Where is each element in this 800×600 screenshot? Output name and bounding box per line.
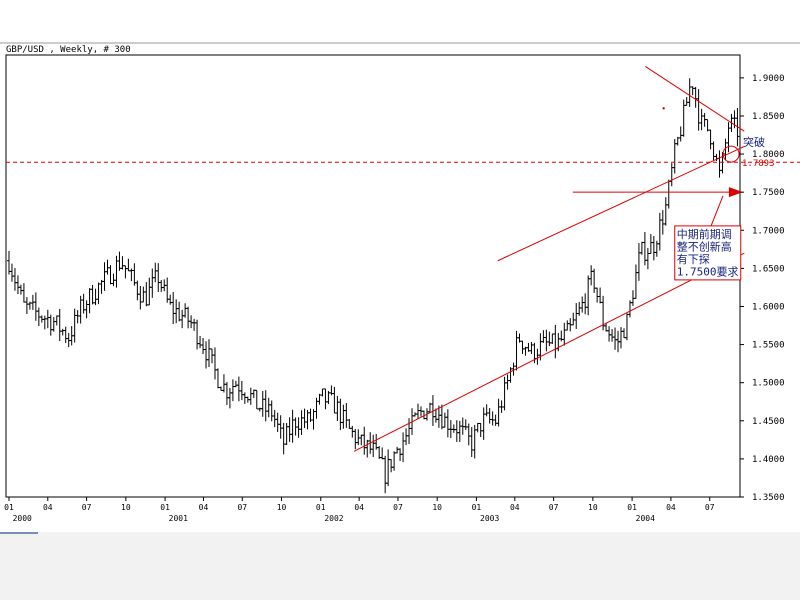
x-tick-label: 04 (354, 503, 364, 512)
note-line: 中期前期调 (677, 227, 732, 241)
note-line: 有下探 (677, 252, 710, 266)
x-tick-label: 04 (199, 503, 209, 512)
y-tick-label: 1.8500 (752, 112, 785, 122)
note-line: 1.7500要求 (677, 265, 739, 278)
y-tick-label: 1.6500 (752, 264, 785, 274)
x-tick-label: 04 (510, 503, 520, 512)
drawings: 1.7893 (6, 66, 800, 452)
bottom-band (0, 532, 800, 600)
x-tick-label: 01 (160, 503, 170, 512)
bottom-accent (0, 532, 38, 534)
note-box (674, 225, 742, 281)
y-tick-label: 1.5000 (752, 379, 785, 389)
top-band (0, 0, 800, 42)
trend-line-upper-channel (497, 145, 745, 262)
x-tick-label: 10 (277, 503, 287, 512)
y-axis: 1.9000 1.8500 1.8000 1.7500 1.7000 1.6500 1.60… (740, 74, 785, 503)
resistance-level-label: 1.7893 (742, 159, 775, 169)
x-year-label: 2001 (169, 514, 188, 523)
note-pointer-line (710, 195, 724, 227)
x-axis: 01 04 07 10 01 04 07 10 01 04 07 10 01 04 07 10 01 04 07 20… (4, 497, 715, 523)
y-tick-label: 1.5500 (752, 341, 785, 351)
trend-line-top-resistance (645, 66, 745, 132)
price-bars (6, 78, 740, 494)
y-tick-label: 1.7500 (752, 188, 785, 198)
x-tick-label: 01 (627, 503, 637, 512)
trend-line-lower-channel (353, 252, 745, 452)
y-tick-label: 1.9000 (752, 74, 785, 84)
x-tick-label: 07 (82, 503, 92, 512)
x-tick-label: 07 (237, 503, 247, 512)
x-tick-label: 07 (705, 503, 715, 512)
y-tick-label: 1.7000 (752, 226, 785, 236)
x-tick-label: 07 (549, 503, 559, 512)
x-tick-label: 01 (472, 503, 482, 512)
x-tick-label: 10 (432, 503, 442, 512)
x-tick-label: 07 (393, 503, 403, 512)
marker-dot (662, 107, 665, 110)
chart-title: GBP/USD , Weekly, # 300 (6, 45, 131, 55)
x-year-label: 2004 (636, 514, 655, 523)
x-tick-label: 04 (43, 503, 53, 512)
y-tick-label: 1.3500 (752, 493, 785, 503)
x-tick-label: 04 (666, 503, 676, 512)
breakout-circle (722, 145, 740, 163)
x-tick-label: 01 (316, 503, 326, 512)
x-year-label: 2002 (324, 514, 343, 523)
x-year-label: 2003 (480, 514, 499, 523)
x-tick-label: 01 (4, 503, 14, 512)
note-line: 整不创新高 (677, 239, 732, 253)
y-tick-label: 1.4000 (752, 455, 785, 465)
x-year-label: 2000 (13, 514, 32, 523)
y-tick-label: 1.6000 (752, 302, 785, 312)
x-tick-label: 10 (588, 503, 598, 512)
y-tick-label: 1.8000 (752, 150, 785, 160)
breakout-label: 突破 (743, 135, 765, 149)
x-tick-label: 10 (121, 503, 131, 512)
target-arrow-icon (728, 187, 743, 198)
y-tick-label: 1.4500 (752, 417, 785, 427)
